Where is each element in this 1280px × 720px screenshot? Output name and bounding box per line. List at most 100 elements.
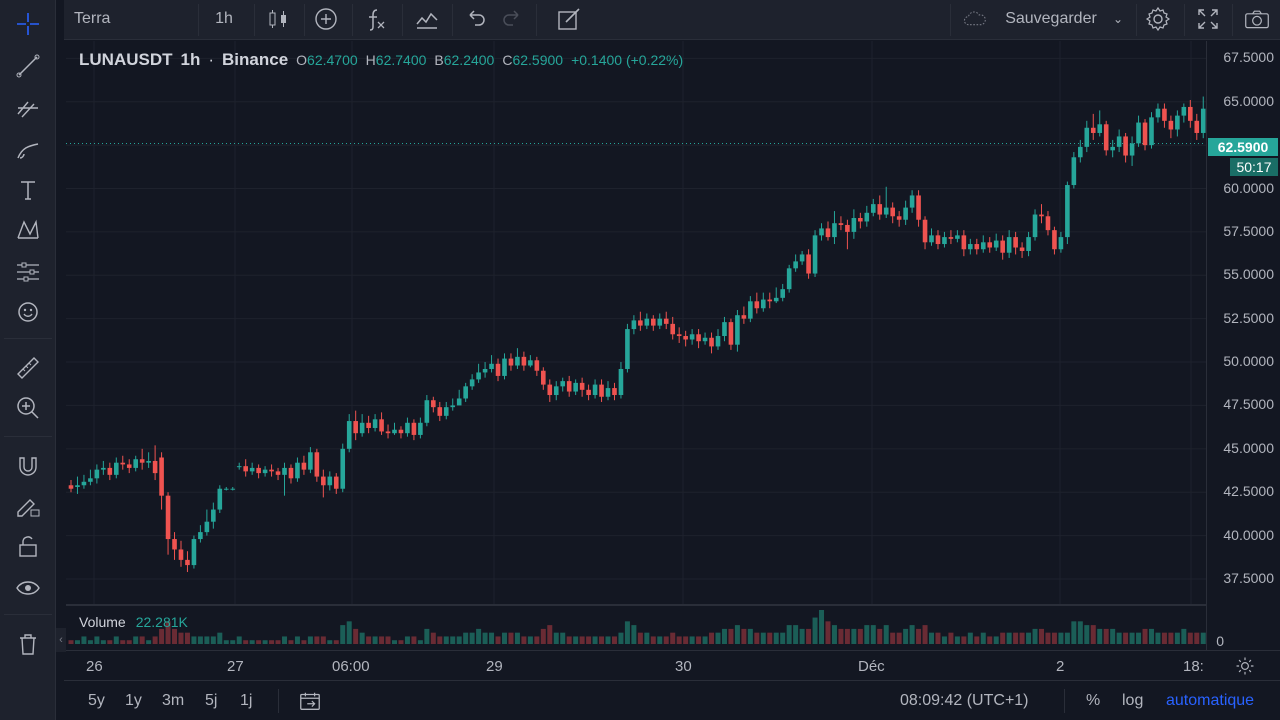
brush-icon[interactable] xyxy=(8,134,48,166)
price-scale[interactable]: 67.500065.000062.500060.000057.500055.00… xyxy=(1206,41,1280,651)
unlock-icon[interactable] xyxy=(8,530,48,562)
volume-bar xyxy=(599,636,605,644)
time-scale[interactable]: 26 27 06:00 29 30 Déc 2 18: xyxy=(66,650,1280,680)
price-label: 37.5000 xyxy=(1223,569,1274,586)
candle xyxy=(269,464,274,477)
date-range-icon[interactable] xyxy=(298,681,322,720)
volume-bar xyxy=(191,636,197,644)
fullscreen-icon[interactable] xyxy=(1190,0,1226,38)
volume-bar xyxy=(683,636,689,644)
lock-drawings-icon[interactable] xyxy=(8,490,48,522)
candle xyxy=(838,216,844,231)
candle xyxy=(152,445,158,481)
top-toolbar: Terra 1h Sauvegarder ⌄ xyxy=(64,0,1280,40)
percent-toggle[interactable]: % xyxy=(1086,692,1101,709)
volume-bar xyxy=(450,636,456,644)
volume-bar xyxy=(346,621,352,644)
volume-bar xyxy=(197,636,203,644)
volume-chart[interactable] xyxy=(66,606,1206,644)
edit-icon[interactable] xyxy=(548,0,590,38)
cloud-icon xyxy=(958,0,992,38)
volume-bar xyxy=(385,636,391,644)
save-button[interactable]: Sauvegarder xyxy=(1005,10,1097,27)
pattern-icon[interactable] xyxy=(8,214,48,246)
volume-bar xyxy=(333,640,339,644)
crosshair-icon[interactable] xyxy=(8,8,48,40)
range-3m[interactable]: 3m xyxy=(162,692,185,709)
eye-icon[interactable] xyxy=(8,572,48,604)
volume-bar xyxy=(353,628,359,644)
volume-bar xyxy=(534,636,540,644)
candle xyxy=(508,353,514,371)
volume-bar xyxy=(916,628,922,644)
candle xyxy=(366,415,371,434)
time-label: 30 xyxy=(675,658,692,675)
fib-icon[interactable] xyxy=(8,92,48,124)
volume-bar xyxy=(489,632,495,644)
volume-label[interactable]: Volume xyxy=(79,614,126,630)
range-1y[interactable]: 1y xyxy=(125,692,142,709)
volume-bar xyxy=(631,625,637,644)
scale-settings-icon[interactable] xyxy=(1234,655,1256,681)
templates-icon[interactable] xyxy=(408,0,446,38)
price-chart[interactable] xyxy=(66,41,1206,605)
volume-bar xyxy=(1064,632,1070,644)
candle xyxy=(1052,226,1057,255)
candle xyxy=(741,306,747,324)
save-dropdown-icon[interactable]: ⌄ xyxy=(1112,12,1124,26)
magnet-icon[interactable] xyxy=(8,450,48,482)
trend-line-icon[interactable] xyxy=(8,50,48,82)
range-5j[interactable]: 5j xyxy=(205,692,218,709)
collapse-arrow-icon[interactable]: ‹ xyxy=(56,628,66,652)
candle xyxy=(262,466,268,477)
undo-icon[interactable] xyxy=(460,0,490,38)
candle xyxy=(858,212,863,229)
volume-bar xyxy=(424,628,430,644)
candle xyxy=(980,235,986,253)
trash-icon[interactable] xyxy=(8,628,48,660)
candle xyxy=(793,254,798,272)
volume-bar xyxy=(870,625,876,644)
volume-bar xyxy=(702,636,708,644)
volume-bar xyxy=(120,640,126,644)
legend-symbol[interactable]: LUNAUSDT xyxy=(79,50,173,69)
redo-icon[interactable] xyxy=(498,0,528,38)
clock[interactable]: 08:09:42 (UTC+1) xyxy=(900,692,1029,709)
indicators-add-icon[interactable] xyxy=(308,0,344,38)
volume-bar xyxy=(734,625,740,644)
candle xyxy=(709,332,714,354)
volume-bar xyxy=(476,628,482,644)
candle xyxy=(418,417,423,439)
volume-bar xyxy=(1155,632,1161,644)
forecast-icon[interactable] xyxy=(8,256,48,288)
zoom-in-icon[interactable] xyxy=(8,392,48,424)
price-label: 45.0000 xyxy=(1223,439,1274,456)
ruler-icon[interactable] xyxy=(8,352,48,384)
candle xyxy=(301,455,307,475)
fx-icon[interactable] xyxy=(358,0,394,38)
candles-icon[interactable] xyxy=(260,0,296,38)
price-label: 47.5000 xyxy=(1223,396,1274,413)
volume-bar xyxy=(1187,632,1193,644)
range-5y[interactable]: 5y xyxy=(88,692,105,709)
settings-icon[interactable] xyxy=(1140,0,1176,38)
candle xyxy=(1019,242,1025,258)
camera-icon[interactable] xyxy=(1238,0,1276,38)
text-tool-icon[interactable] xyxy=(8,174,48,206)
interval-button[interactable]: 1h xyxy=(215,10,233,27)
candle xyxy=(1084,120,1090,153)
emoji-icon[interactable] xyxy=(8,296,48,328)
auto-toggle[interactable]: automatique xyxy=(1166,692,1255,709)
volume-bar xyxy=(1200,632,1206,644)
volume-bar xyxy=(514,632,520,644)
volume-bar xyxy=(126,640,132,644)
candle xyxy=(191,535,197,569)
candle xyxy=(651,315,656,331)
volume-bar xyxy=(327,640,333,644)
candle xyxy=(754,292,760,314)
log-toggle[interactable]: log xyxy=(1122,692,1144,709)
range-1j[interactable]: 1j xyxy=(240,692,253,709)
symbol-search[interactable]: Terra xyxy=(74,10,111,27)
volume-bar xyxy=(1006,632,1012,644)
volume-bar xyxy=(799,628,805,644)
